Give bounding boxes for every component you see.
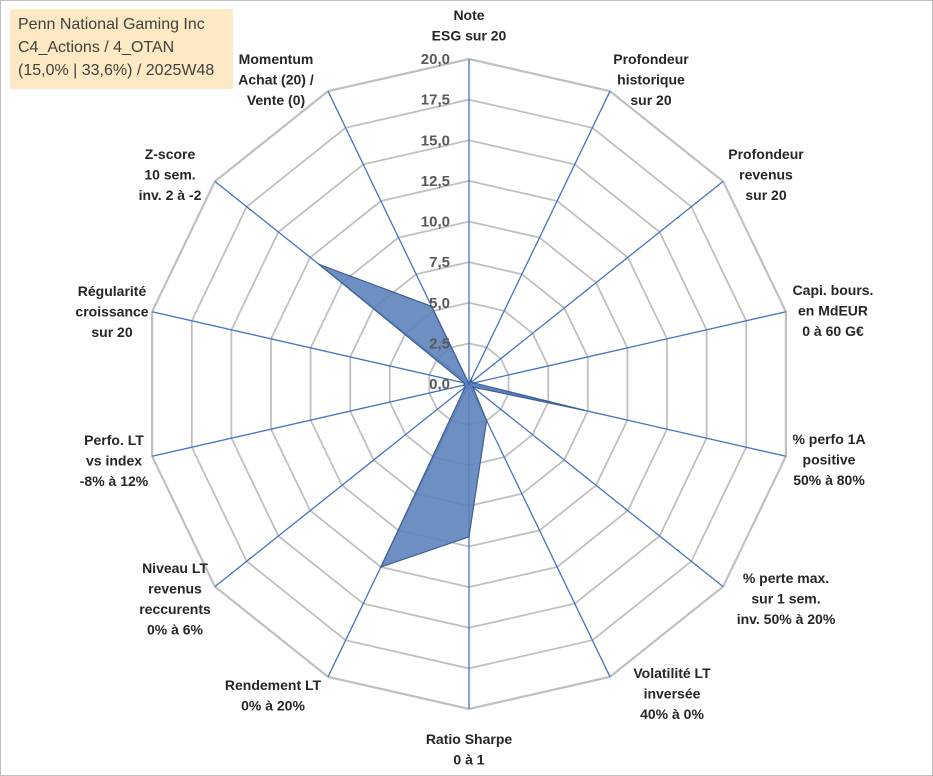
axis-label-line: % perte max.	[743, 570, 829, 586]
axis-spoke	[468, 180, 724, 385]
tick-label: 20,0	[421, 51, 450, 68]
axis-spoke	[214, 383, 470, 588]
axis-label-line: Momentum	[239, 51, 314, 67]
axis-label-line: sur 20	[630, 92, 671, 108]
axis-label-line: 40% à 0%	[640, 706, 704, 722]
axis-label: Perfo. LT vs index -8% à 12%	[80, 432, 149, 489]
axis-label-line: vs index	[86, 453, 142, 469]
axis-label-line: Achat (20) /	[238, 72, 314, 88]
data-point	[472, 386, 474, 388]
axis-label-line: 10 sem.	[144, 167, 195, 183]
axis-label-line: revenus	[739, 167, 793, 183]
radar-series	[318, 263, 584, 569]
data-point	[468, 383, 470, 385]
axis-label-line: % perfo 1A	[792, 431, 865, 447]
data-point	[468, 536, 470, 538]
tick-label: 5,0	[429, 295, 450, 312]
axis-label-line: sur 20	[91, 324, 132, 340]
axis-label-line: -8% à 12%	[80, 473, 149, 489]
axis-labels: Note ESG sur 20 Profondeur historique sur 20…	[75, 7, 873, 768]
data-point	[485, 419, 488, 422]
axis-label-line: 0 à 60 G€	[802, 323, 864, 339]
tick-label: 7,5	[429, 254, 450, 271]
data-point	[463, 382, 466, 384]
axis-label-line: Ratio Sharpe	[426, 731, 513, 747]
tick-label: 17,5	[421, 92, 450, 109]
axis-label-line: Niveau LT	[142, 560, 208, 576]
axis-label-line: 0% à 20%	[241, 698, 305, 714]
axis-label-line: inv. 2 à -2	[139, 187, 202, 203]
series-area	[318, 263, 584, 569]
data-point	[318, 263, 320, 266]
axis-label-line: 0 à 1	[453, 752, 484, 768]
data-point	[464, 386, 467, 388]
axis-label-line: inversée	[644, 686, 701, 702]
axis-label: Rendement LT 0% à 20%	[225, 677, 322, 714]
data-point	[470, 381, 473, 383]
axis-label: Note ESG sur 20	[432, 7, 507, 44]
axis-spoke	[151, 383, 470, 457]
axis-label-line: Profondeur	[728, 146, 804, 162]
axis-label-line: Profondeur	[613, 51, 689, 67]
axis-label: Profondeur historique sur 20	[613, 51, 689, 108]
radial-tick-labels: 0,0 2,5 5,0 7,5 10,0 12,5 15,0 17,5 20,0	[421, 51, 450, 393]
axis-spoke	[468, 90, 611, 385]
axis-label-line: revenus	[148, 581, 202, 597]
data-point	[430, 305, 433, 308]
tick-label: 10,0	[421, 214, 450, 231]
axis-label-line: sur 1 sem.	[751, 591, 820, 607]
axis-label: Capi. bours. en MdEUR 0 à 60 G€	[793, 282, 874, 339]
axis-label-line: 0% à 6%	[147, 622, 204, 638]
axis-label: Volatilité LT inversée 40% à 0%	[633, 665, 711, 722]
axis-label-line: historique	[617, 72, 685, 88]
data-point	[582, 409, 584, 411]
axis-label-line: Rendement LT	[225, 677, 322, 693]
axis-label-line: inv. 50% à 20%	[737, 611, 836, 627]
axis-label-line: en MdEUR	[798, 303, 868, 319]
axis-label-line: croissance	[75, 304, 148, 320]
data-point	[470, 378, 472, 381]
axis-label: Profondeur revenus sur 20	[728, 146, 804, 203]
axis-label-line: Z-score	[145, 146, 196, 162]
axis-label-line: reccurents	[139, 601, 211, 617]
tick-label: 2,5	[429, 335, 450, 352]
data-point	[473, 382, 475, 384]
axis-label-line: Vente (0)	[247, 92, 305, 108]
axis-label-line: sur 20	[745, 187, 786, 203]
axis-label-line: Volatilité LT	[633, 665, 711, 681]
chart-title-box: Penn National Gaming Inc C4_Actions / 4_…	[10, 9, 233, 89]
axis-label: % perfo 1A positive 50% à 80%	[792, 431, 865, 488]
axis-spoke	[468, 311, 787, 385]
title-period: (15,0% | 33,6%) / 2025W48	[18, 62, 215, 79]
axis-label: Z-score 10 sem. inv. 2 à -2	[139, 146, 202, 203]
axis-label-line: Régularité	[78, 283, 147, 299]
axis-label: Momentum Achat (20) / Vente (0)	[238, 51, 314, 108]
axis-label: Régularité croissance sur 20	[75, 283, 148, 340]
axis-label: % perte max. sur 1 sem. inv. 50% à 20%	[737, 570, 836, 627]
axis-label-line: Note	[453, 7, 484, 23]
axis-spoke	[468, 383, 611, 678]
axis-label-line: Perfo. LT	[84, 432, 144, 448]
axis-label: Niveau LT revenus reccurents 0% à 6%	[139, 560, 211, 638]
axis-label-line: ESG sur 20	[432, 28, 507, 44]
axis-label-line: positive	[803, 452, 856, 468]
tick-label: 0,0	[429, 376, 450, 393]
title-category: C4_Actions / 4_OTAN	[18, 39, 175, 56]
title-company: Penn National Gaming Inc	[18, 16, 205, 33]
data-point	[463, 384, 466, 386]
axis-label-line: Capi. bours.	[793, 282, 874, 298]
axis-label-line: 50% à 80%	[793, 472, 865, 488]
tick-label: 12,5	[421, 173, 450, 190]
axis-spoke	[151, 311, 470, 385]
tick-label: 15,0	[421, 132, 450, 149]
axis-label: Ratio Sharpe 0 à 1	[426, 731, 513, 768]
axis-spoke	[468, 383, 724, 588]
data-point	[380, 566, 382, 568]
